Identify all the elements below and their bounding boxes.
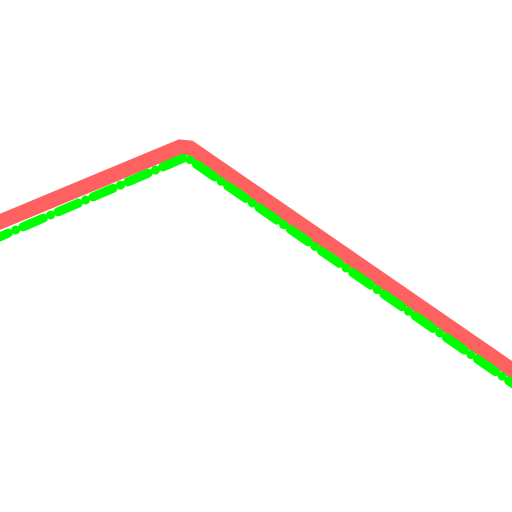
- dash-dot-polyline: [0, 151, 512, 389]
- solid-thick-polyline: [0, 139, 512, 380]
